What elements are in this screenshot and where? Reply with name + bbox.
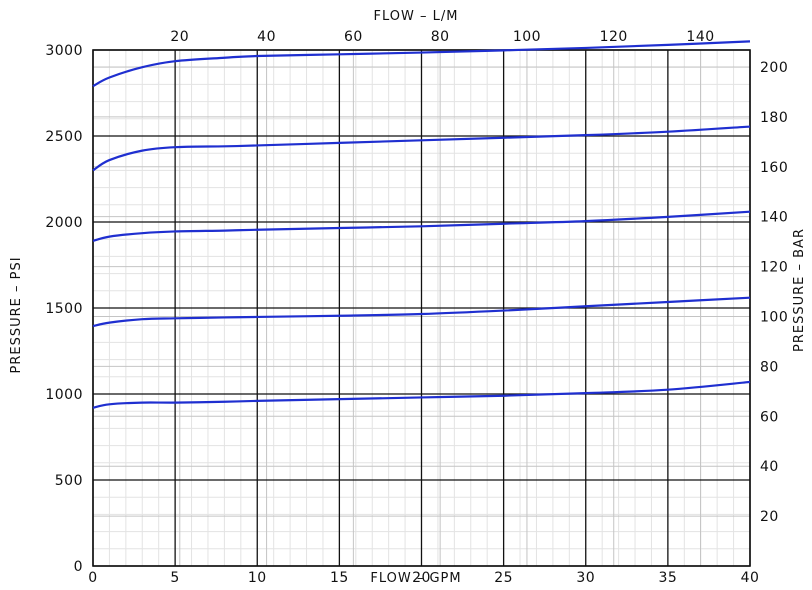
series-line-5 xyxy=(92,380,751,409)
series-line-2 xyxy=(92,125,751,172)
plot-frame xyxy=(92,49,751,567)
x-tick-label: 25 xyxy=(494,570,513,586)
right-tick-label: 180 xyxy=(760,110,788,126)
y-tick-label: 0 xyxy=(74,559,83,575)
y-tick-label: 2000 xyxy=(45,215,83,231)
series-line-1 xyxy=(92,40,751,88)
right-tick-label: 60 xyxy=(760,409,779,425)
right-tick-label: 100 xyxy=(760,309,788,325)
right-axis-ticks: 20 40 60 80 100 120 140 160 180 200 xyxy=(760,60,788,525)
right-tick-label: 160 xyxy=(760,160,788,176)
x-tick-label: 10 xyxy=(248,570,267,586)
series-line-3 xyxy=(92,210,751,242)
top-tick-label: 20 xyxy=(170,29,189,45)
y-tick-label: 2500 xyxy=(45,129,83,145)
x-tick-label: 35 xyxy=(658,570,677,586)
y-axis-title: PRESSURE – PSI xyxy=(9,256,24,373)
x-tick-label: 20 xyxy=(412,570,431,586)
x-tick-label: 5 xyxy=(170,570,179,586)
plot-border xyxy=(92,49,751,567)
top-tick-label: 80 xyxy=(431,29,450,45)
right-tick-label: 200 xyxy=(760,60,788,76)
right-tick-label: 80 xyxy=(760,359,779,375)
right-tick-label: 20 xyxy=(760,509,779,525)
x-tick-label: 15 xyxy=(330,570,349,586)
y-tick-label: 500 xyxy=(55,473,83,489)
series-line-4 xyxy=(92,296,751,328)
right-tick-label: 140 xyxy=(760,210,788,226)
x-axis-ticks: 0 5 10 15 20 25 30 35 40 xyxy=(88,570,759,586)
x-tick-label: 40 xyxy=(741,570,760,586)
series-lines xyxy=(92,40,751,409)
x-tick-label: 30 xyxy=(576,570,595,586)
y-tick-label: 3000 xyxy=(45,43,83,59)
y-tick-label: 1000 xyxy=(45,387,83,403)
top-axis-ticks: 20 40 60 80 100 120 140 xyxy=(170,29,714,45)
top-tick-label: 40 xyxy=(257,29,276,45)
right-tick-label: 120 xyxy=(760,260,788,276)
top-tick-label: 100 xyxy=(513,29,541,45)
y-axis-ticks: 0 500 1000 1500 2000 2500 3000 xyxy=(45,43,83,575)
x-axis-title: FLOW – GPM xyxy=(370,571,461,586)
top-tick-label: 60 xyxy=(344,29,363,45)
right-axis-title: PRESSURE – BAR xyxy=(792,228,807,352)
y-tick-label: 1500 xyxy=(45,301,83,317)
top-axis-title: FLOW – L/M xyxy=(374,9,459,24)
top-tick-label: 140 xyxy=(686,29,714,45)
top-tick-label: 120 xyxy=(600,29,628,45)
right-tick-label: 40 xyxy=(760,459,779,475)
x-tick-label: 0 xyxy=(88,570,97,586)
